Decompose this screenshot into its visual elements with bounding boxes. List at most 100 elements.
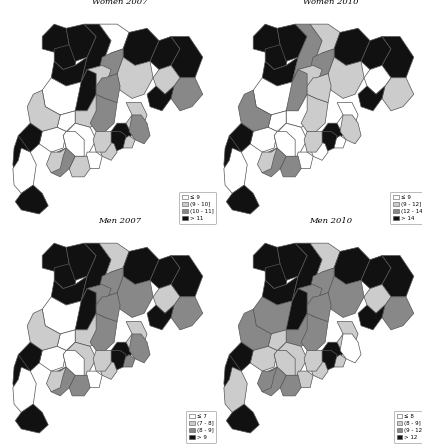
Polygon shape <box>75 70 96 111</box>
Polygon shape <box>229 123 253 152</box>
Polygon shape <box>224 148 247 194</box>
Polygon shape <box>123 247 159 284</box>
Polygon shape <box>310 268 334 297</box>
Polygon shape <box>307 74 331 102</box>
Polygon shape <box>90 94 117 131</box>
Polygon shape <box>96 74 120 102</box>
Polygon shape <box>51 276 87 305</box>
Polygon shape <box>54 264 78 289</box>
Polygon shape <box>84 152 102 169</box>
Polygon shape <box>253 78 295 115</box>
Polygon shape <box>322 342 343 367</box>
Polygon shape <box>274 131 295 156</box>
Polygon shape <box>224 354 241 396</box>
Polygon shape <box>310 49 334 78</box>
Polygon shape <box>259 367 286 396</box>
Legend: ≤ 8, (8 - 9], (9 - 12], > 12: ≤ 8, (8 - 9], (9 - 12], > 12 <box>394 411 422 443</box>
Polygon shape <box>42 243 69 272</box>
Polygon shape <box>99 243 129 284</box>
Polygon shape <box>150 256 180 289</box>
Polygon shape <box>334 28 370 65</box>
Polygon shape <box>238 309 271 350</box>
Polygon shape <box>259 148 286 177</box>
Polygon shape <box>13 148 36 194</box>
Polygon shape <box>364 284 391 313</box>
Polygon shape <box>382 297 414 330</box>
Polygon shape <box>42 297 84 334</box>
Polygon shape <box>105 131 126 152</box>
Polygon shape <box>18 123 42 152</box>
Polygon shape <box>226 185 259 214</box>
Polygon shape <box>274 350 295 375</box>
Polygon shape <box>63 350 84 375</box>
Polygon shape <box>295 371 313 388</box>
Polygon shape <box>316 131 337 152</box>
Polygon shape <box>46 367 66 392</box>
Polygon shape <box>171 78 203 111</box>
Polygon shape <box>81 24 111 82</box>
Polygon shape <box>253 243 280 272</box>
Polygon shape <box>69 375 90 396</box>
Polygon shape <box>48 367 75 396</box>
Polygon shape <box>126 102 147 135</box>
Polygon shape <box>331 354 346 367</box>
Polygon shape <box>120 135 135 148</box>
Text: Men 2010: Men 2010 <box>309 217 352 225</box>
Polygon shape <box>54 45 78 70</box>
Polygon shape <box>280 375 301 396</box>
Polygon shape <box>81 243 111 301</box>
Polygon shape <box>331 135 346 148</box>
Polygon shape <box>153 65 180 94</box>
Polygon shape <box>84 371 102 388</box>
Polygon shape <box>105 350 126 371</box>
Polygon shape <box>46 148 66 173</box>
Polygon shape <box>310 140 328 160</box>
Polygon shape <box>262 276 298 305</box>
Polygon shape <box>93 131 111 152</box>
Polygon shape <box>310 359 328 380</box>
Polygon shape <box>81 65 111 94</box>
Polygon shape <box>340 115 361 144</box>
Polygon shape <box>99 49 123 78</box>
Polygon shape <box>126 321 147 354</box>
Polygon shape <box>99 268 123 297</box>
Polygon shape <box>15 404 48 433</box>
Polygon shape <box>18 342 42 371</box>
Polygon shape <box>147 305 174 330</box>
Polygon shape <box>268 111 286 131</box>
Polygon shape <box>75 313 105 346</box>
Polygon shape <box>117 57 153 98</box>
Polygon shape <box>129 334 150 363</box>
Polygon shape <box>99 359 117 380</box>
Polygon shape <box>48 148 75 177</box>
Polygon shape <box>13 354 30 396</box>
Polygon shape <box>328 276 364 317</box>
Polygon shape <box>81 284 111 313</box>
Polygon shape <box>250 346 277 371</box>
Polygon shape <box>257 367 277 392</box>
Polygon shape <box>253 297 295 334</box>
Polygon shape <box>13 135 30 177</box>
Polygon shape <box>364 65 391 94</box>
Polygon shape <box>361 256 391 289</box>
Polygon shape <box>310 24 340 65</box>
Polygon shape <box>292 284 322 313</box>
Polygon shape <box>96 293 120 321</box>
Polygon shape <box>268 330 286 350</box>
Polygon shape <box>295 152 313 169</box>
Polygon shape <box>238 90 271 131</box>
Polygon shape <box>75 94 105 127</box>
Polygon shape <box>304 350 322 371</box>
Polygon shape <box>27 309 60 350</box>
Text: Women 2007: Women 2007 <box>92 0 148 6</box>
Polygon shape <box>382 37 414 78</box>
Polygon shape <box>274 342 307 375</box>
Polygon shape <box>286 313 316 346</box>
Polygon shape <box>224 135 241 177</box>
Polygon shape <box>42 78 84 115</box>
Polygon shape <box>361 37 391 70</box>
Polygon shape <box>307 293 331 321</box>
Polygon shape <box>337 102 358 135</box>
Polygon shape <box>57 111 75 131</box>
Polygon shape <box>171 297 203 330</box>
